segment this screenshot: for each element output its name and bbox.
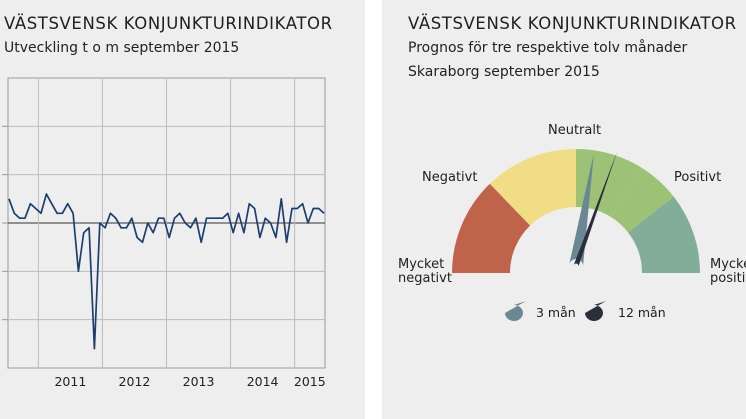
- gauge-subtitle-line2: Skaraborg september 2015: [408, 64, 600, 80]
- line-chart: 2011 2012 2013 2014 2015: [2, 77, 326, 389]
- label-neutralt: Neutralt: [548, 123, 602, 138]
- gauge-title: VÄSTSVENSK KONJUNKTURINDIKATOR: [408, 14, 737, 33]
- legend-3-man-icon: [505, 301, 526, 321]
- needle-3-man: [569, 153, 594, 268]
- legend-12-man-label: 12 mån: [618, 305, 666, 320]
- gauge-segment: [628, 196, 700, 273]
- line-chart-panel: VÄSTSVENSK KONJUNKTURINDIKATOR Utvecklin…: [0, 0, 365, 419]
- legend-3-man-label: 3 mån: [536, 305, 576, 320]
- label-mycket-positivt: Mycket positivt: [710, 257, 746, 286]
- x-tick-label: 2012: [119, 374, 151, 389]
- label-mycket-negativt: Mycket negativt: [398, 257, 452, 286]
- label-positivt: Positivt: [674, 170, 722, 185]
- x-tick-label: 2013: [183, 374, 215, 389]
- needle-12-man: [573, 151, 618, 267]
- gauge-chart: [452, 149, 700, 321]
- x-tick-label: 2014: [247, 374, 279, 389]
- x-tick-label: 2011: [54, 374, 86, 389]
- gauge-panel: VÄSTSVENSK KONJUNKTURINDIKATOR Prognos f…: [382, 0, 746, 419]
- series-line: [8, 193, 325, 350]
- label-negativt: Negativt: [422, 170, 478, 185]
- chart-subtitle: Utveckling t o m september 2015: [4, 40, 240, 56]
- gauge-segment: [452, 183, 531, 273]
- legend-12-man-icon: [585, 301, 606, 321]
- gauge-subtitle-line1: Prognos för tre respektive tolv månader: [408, 40, 688, 56]
- chart-title: VÄSTSVENSK KONJUNKTURINDIKATOR: [4, 14, 333, 33]
- gauge-segment: [489, 149, 576, 226]
- gauge-segment: [610, 167, 674, 233]
- x-tick-label: 2015: [294, 374, 326, 389]
